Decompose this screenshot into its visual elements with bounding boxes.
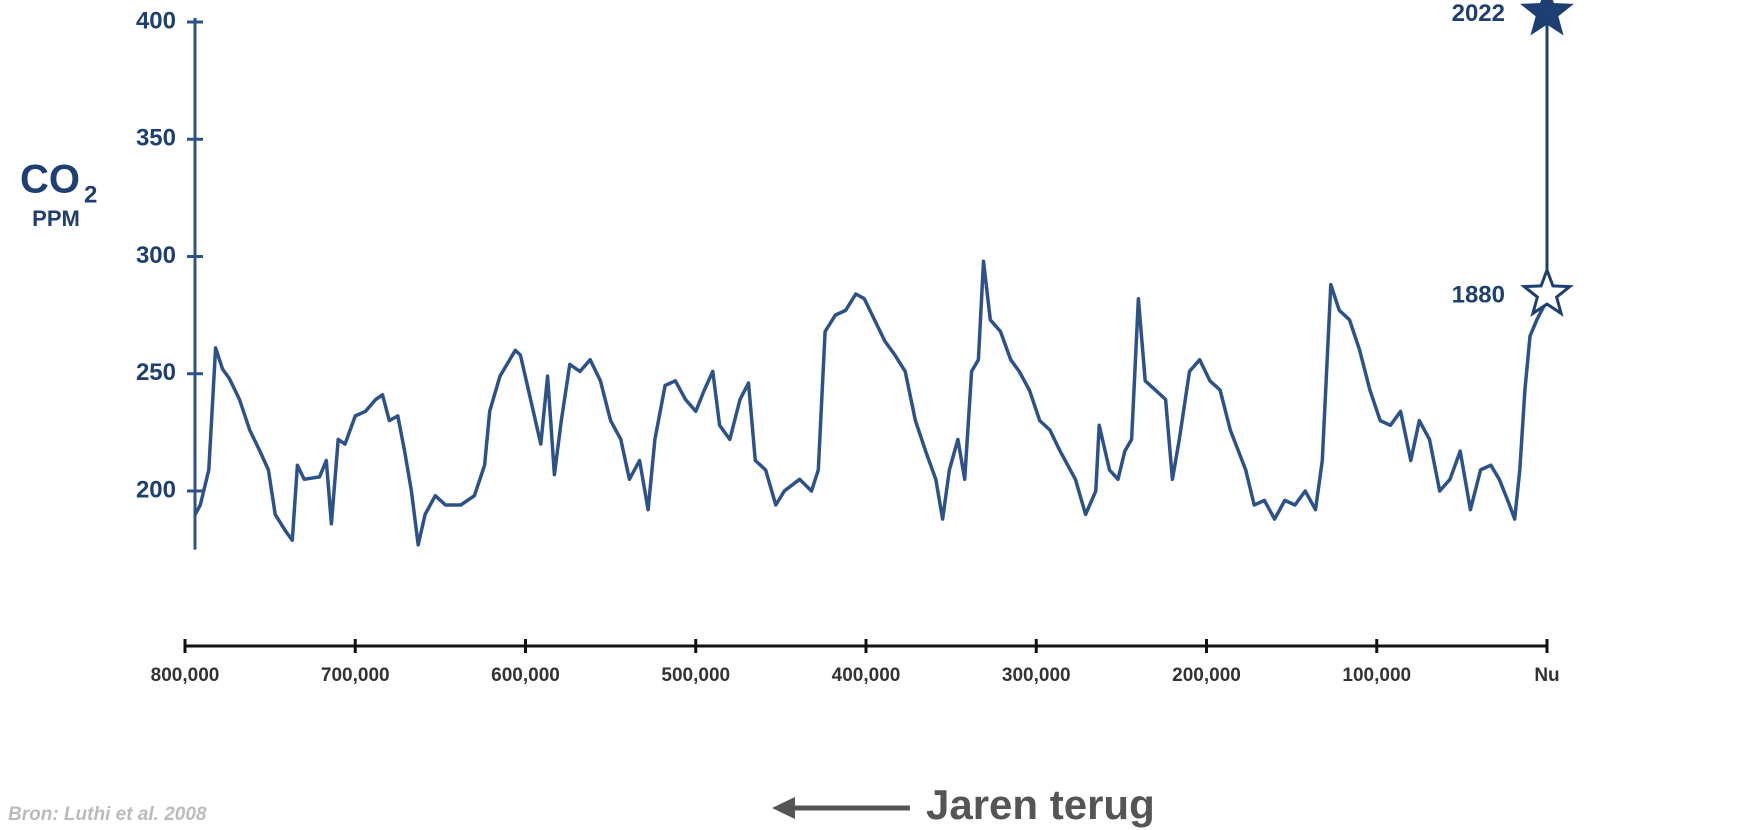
y-axis-label-subscript: 2: [84, 181, 97, 208]
marker-star: [1520, 265, 1574, 317]
x-axis-arrowhead: [772, 797, 795, 819]
x-tick-label: 500,000: [661, 665, 730, 686]
y-tick-label: 400: [136, 7, 176, 34]
y-tick-label: 250: [136, 359, 176, 386]
x-tick-label: 600,000: [491, 665, 560, 686]
marker-star: [1520, 0, 1574, 36]
x-tick-label: Nu: [1534, 665, 1559, 686]
x-tick-label: 700,000: [321, 665, 390, 686]
x-tick-label: 400,000: [832, 665, 901, 686]
y-tick-label: 300: [136, 242, 176, 269]
x-tick-label: 200,000: [1172, 665, 1241, 686]
source: Bron: Luthi et al. 2008: [8, 804, 207, 825]
y-tick-label: 200: [136, 476, 176, 503]
y-tick-label: 350: [136, 125, 176, 152]
data-line: [193, 259, 1547, 547]
marker-label: 2022: [1452, 0, 1505, 27]
x-tick-label: 100,000: [1342, 665, 1411, 686]
y-axis-unit: PPM: [32, 206, 80, 231]
x-tick-label: 300,000: [1002, 665, 1071, 686]
marker-label: 1880: [1452, 281, 1505, 308]
y-axis-label: CO: [20, 158, 80, 202]
x-axis-label: Jaren terug: [926, 781, 1155, 828]
x-tick-label: 800,000: [151, 665, 220, 686]
